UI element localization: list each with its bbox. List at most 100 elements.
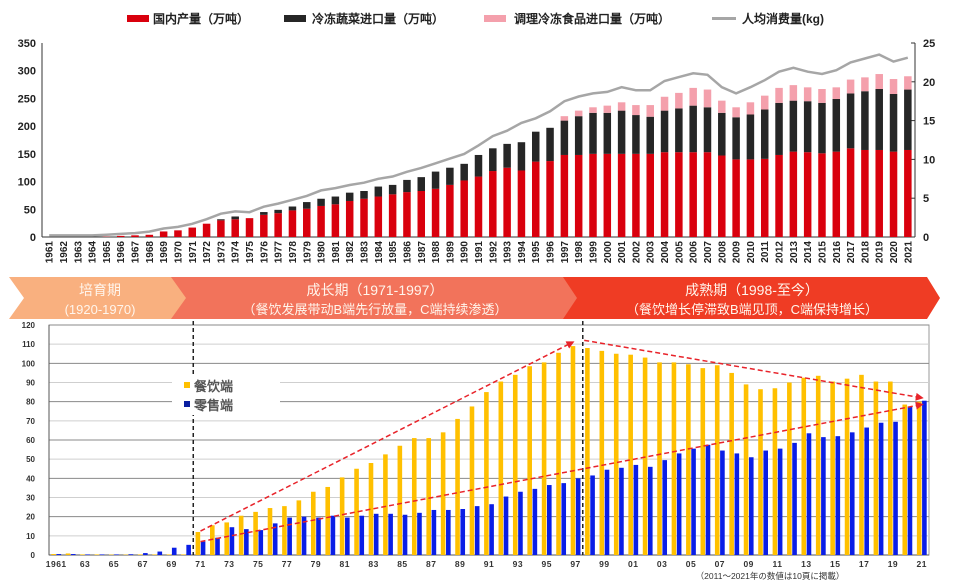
bar-domestic (689, 152, 697, 237)
bar-restaurant (671, 362, 677, 555)
bar-restaurant (902, 404, 908, 555)
legend-swatch-retail (184, 401, 190, 407)
x-tick-label: 1980 (317, 241, 328, 264)
bar-restaurant (51, 554, 56, 555)
bar-domestic (646, 153, 654, 237)
legend-background (172, 375, 280, 415)
bar-domestic (875, 149, 883, 237)
bar-prepared (775, 87, 783, 103)
x-tick-label: 17 (859, 559, 869, 569)
bar-domestic (245, 218, 254, 237)
x-tick-label: 1969 (159, 241, 170, 264)
bar-restaurant (94, 554, 100, 555)
bar-domestic (260, 214, 268, 237)
bar-retail (56, 554, 62, 555)
bar-domestic (660, 152, 669, 237)
bar-restaurant (916, 401, 922, 555)
y-tick-label: 10 (26, 532, 35, 541)
bar-retail (215, 537, 220, 555)
bar-restaurant (484, 392, 489, 555)
bar-frozen_veg (417, 177, 426, 191)
bar-frozen_veg (288, 206, 297, 211)
bar-prepared (861, 77, 869, 92)
bar-domestic (789, 151, 798, 237)
bar-frozen_veg (217, 219, 225, 221)
bar-restaurant (267, 508, 273, 555)
bar-retail (532, 488, 538, 555)
bar-retail (777, 448, 783, 555)
bar-restaurant (137, 554, 143, 555)
right-tick-label: 0 (923, 232, 929, 244)
bar-retail (157, 551, 163, 555)
bar-domestic (617, 153, 626, 237)
x-tick-label: 97 (570, 559, 580, 569)
bar-domestic (489, 171, 497, 237)
y-tick-label: 90 (26, 379, 35, 388)
bar-domestic (775, 154, 783, 237)
bar-domestic (388, 194, 397, 237)
bar-frozen_veg (589, 112, 597, 154)
bar-retail (705, 444, 711, 555)
x-tick-label: 77 (282, 559, 292, 569)
bar-prepared (646, 105, 654, 117)
x-tick-label: 63 (80, 559, 90, 569)
bar-retail (186, 544, 191, 555)
bar-retail (734, 453, 740, 555)
x-tick-label: 89 (455, 559, 465, 569)
bar-frozen_veg (703, 107, 712, 153)
bar-prepared (818, 89, 826, 103)
bar-retail (922, 400, 927, 555)
bar-restaurant (729, 372, 734, 555)
bar-domestic (417, 190, 426, 237)
bar-frozen_veg (574, 116, 583, 155)
bar-frozen_veg (331, 196, 340, 205)
x-tick-label: 2014 (803, 241, 814, 264)
bar-frozen_veg (260, 212, 268, 215)
phase-1-subtitle: (1920-1970) (65, 302, 136, 317)
bar-retail (907, 406, 913, 555)
x-tick-label: 05 (686, 559, 696, 569)
bar-restaurant (657, 362, 662, 555)
bar-retail (647, 466, 653, 555)
bar-domestic (904, 149, 912, 237)
left-tick-label: 300 (18, 66, 36, 78)
x-tick-label: 1995 (531, 241, 542, 264)
bar-restaurant (397, 445, 403, 555)
bar-retail (619, 467, 624, 555)
left-tick-label: 0 (30, 232, 36, 244)
x-tick-label: 03 (657, 559, 667, 569)
bar-domestic (217, 220, 225, 237)
bar-retail (691, 448, 696, 555)
x-tick-label: 1986 (402, 241, 413, 264)
x-tick-label: 1981 (331, 241, 342, 264)
x-tick-label: 99 (599, 559, 609, 569)
bar-restaurant (642, 357, 648, 555)
bar-restaurant (368, 463, 374, 555)
bar-frozen_veg (904, 89, 912, 150)
bar-retail (518, 491, 523, 555)
bar-domestic (718, 155, 726, 237)
bar-restaurant (613, 353, 619, 555)
bar-retail (835, 436, 841, 555)
bar-frozen_veg (861, 91, 869, 150)
bar-retail (128, 554, 134, 555)
x-tick-label: 1990 (460, 241, 471, 264)
bar-frozen_veg (231, 216, 239, 220)
bar-retail (864, 427, 869, 555)
bottom-legend: 餐饮端 零售端 (172, 375, 280, 415)
x-tick-label: 09 (743, 559, 753, 569)
x-tick-label: 1968 (145, 241, 156, 264)
bar-retail (604, 469, 610, 555)
bar-restaurant (714, 365, 720, 555)
bar-frozen_veg (374, 186, 383, 197)
x-tick-label: 85 (397, 559, 407, 569)
x-tick-label: 1989 (445, 241, 456, 264)
left-tick-label: 150 (18, 149, 36, 161)
bar-prepared (789, 85, 798, 101)
bar-domestic (331, 204, 340, 237)
bar-retail (849, 432, 855, 555)
bar-domestic (317, 205, 325, 237)
bar-retail (893, 421, 898, 555)
legend-swatch-domestic (127, 15, 149, 22)
phase-3-title: 成熟期（1998-至今） (685, 282, 819, 298)
